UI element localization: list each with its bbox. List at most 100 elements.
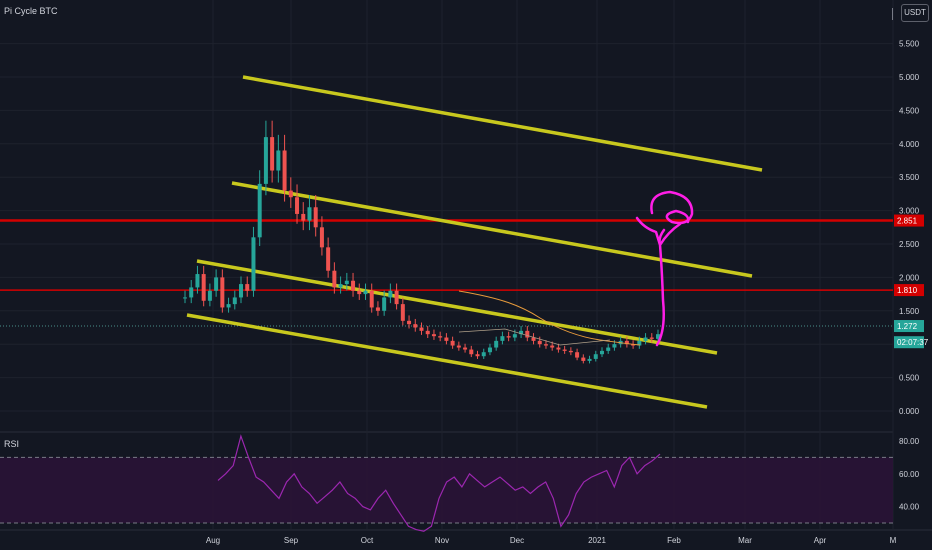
candle-body bbox=[239, 284, 244, 298]
candle-body bbox=[282, 150, 287, 191]
candle-body bbox=[295, 197, 300, 214]
price-tick-label: 5.500 bbox=[899, 40, 920, 49]
grid-lines bbox=[0, 0, 932, 531]
price-label-box bbox=[894, 320, 924, 333]
candle-body bbox=[189, 287, 194, 298]
candle-body bbox=[276, 150, 281, 171]
price-label-box bbox=[894, 336, 924, 349]
candle-body bbox=[525, 330, 530, 338]
candle-body bbox=[469, 349, 474, 355]
channel-top-line[interactable] bbox=[242, 75, 763, 172]
candle-body bbox=[400, 304, 405, 321]
candle-body bbox=[251, 237, 256, 291]
candle-body bbox=[463, 347, 468, 350]
candle-body bbox=[207, 290, 212, 301]
candle-body bbox=[444, 337, 449, 341]
price-axis[interactable]: 0.0000.5001.0001.5002.0002.5003.0003.500… bbox=[894, 40, 929, 416]
time-tick-label: Aug bbox=[206, 536, 220, 545]
candle-body bbox=[656, 334, 660, 339]
price-tick-label: 4.500 bbox=[899, 106, 920, 115]
candle-body bbox=[593, 354, 598, 359]
candle-body bbox=[214, 277, 219, 291]
candle-body bbox=[245, 284, 250, 291]
price-tick-label: 2.000 bbox=[899, 273, 920, 282]
price-label-text: 02:07:37 bbox=[897, 338, 929, 347]
price-label-text: 1.272 bbox=[897, 322, 918, 331]
price-label-text: 1.810 bbox=[897, 286, 918, 295]
price-label-text: 2.851 bbox=[897, 217, 918, 226]
price-tick-label: 3.000 bbox=[899, 207, 920, 216]
candle-body bbox=[226, 304, 231, 308]
candle-body bbox=[481, 352, 486, 357]
price-tick-label: 0.000 bbox=[899, 407, 920, 416]
time-axis[interactable]: Aug Sep Oct Nov Dec 2021 Feb Mar Apr M bbox=[206, 536, 897, 545]
candle-body bbox=[519, 330, 524, 335]
candle-body bbox=[220, 277, 225, 308]
candle-body bbox=[438, 336, 443, 338]
candle-body bbox=[257, 183, 262, 238]
candle-body bbox=[587, 358, 592, 361]
time-tick-label: 2021 bbox=[588, 536, 606, 545]
candle-body bbox=[363, 290, 368, 295]
candle-body bbox=[624, 340, 629, 345]
candle-body bbox=[326, 247, 331, 271]
price-label-box bbox=[894, 214, 924, 227]
rsi-band bbox=[0, 457, 893, 523]
candle-body bbox=[531, 337, 536, 341]
candle-body bbox=[419, 327, 424, 331]
channel-upper-line[interactable] bbox=[231, 181, 753, 278]
candle-body bbox=[382, 297, 387, 311]
candle-body bbox=[351, 280, 356, 291]
candle-body bbox=[543, 344, 548, 346]
price-tick-label: 4.000 bbox=[899, 140, 920, 149]
channel-middle-line[interactable] bbox=[196, 259, 718, 355]
time-tick-label: Apr bbox=[814, 536, 827, 545]
time-tick-label: Mar bbox=[738, 536, 752, 545]
scale-settings-icon[interactable] bbox=[892, 8, 898, 20]
candle-body bbox=[631, 344, 636, 346]
candle-body bbox=[338, 284, 343, 288]
candle-body bbox=[537, 340, 542, 345]
rsi-title: RSI bbox=[4, 439, 20, 449]
candle-body bbox=[394, 290, 399, 305]
trend-channel-lines[interactable] bbox=[186, 75, 763, 409]
currency-selector[interactable]: USDT bbox=[901, 4, 929, 22]
pink-arrow-annotation[interactable] bbox=[635, 190, 694, 347]
candle-body bbox=[413, 324, 418, 328]
candle-body bbox=[500, 336, 505, 341]
horizontal-price-lines[interactable] bbox=[0, 219, 893, 327]
annotation-arrow-path[interactable] bbox=[635, 216, 682, 347]
candle-body bbox=[450, 340, 455, 346]
chart-title: Pi Cycle BTC bbox=[4, 6, 58, 16]
price-tick-label: 2.500 bbox=[899, 240, 920, 249]
candle-body bbox=[332, 270, 337, 288]
candle-body bbox=[487, 347, 492, 353]
rsi-line bbox=[217, 434, 661, 532]
time-tick-label: M bbox=[890, 536, 897, 545]
moving-average-line bbox=[458, 290, 641, 346]
candle-body bbox=[313, 207, 318, 228]
candle-body bbox=[357, 290, 362, 295]
price-tick-label: 0.500 bbox=[899, 374, 920, 383]
candle-body bbox=[369, 290, 374, 308]
price-tick-label: 3.500 bbox=[899, 173, 920, 182]
candle-body bbox=[568, 350, 573, 353]
annotation-loop-path[interactable] bbox=[650, 190, 694, 225]
candle-body bbox=[637, 340, 642, 346]
time-tick-label: Nov bbox=[435, 536, 449, 545]
time-tick-label: Sep bbox=[284, 536, 299, 545]
candle-body bbox=[599, 350, 604, 355]
rsi-panel: 40.00 60.00 80.00 bbox=[0, 434, 920, 532]
candle-body bbox=[344, 280, 349, 285]
candle-body bbox=[183, 297, 187, 299]
ma-secondary-curve bbox=[458, 328, 611, 346]
price-tick-label: 1.500 bbox=[899, 307, 920, 316]
candle-body bbox=[556, 347, 561, 350]
time-tick-label: Dec bbox=[510, 536, 524, 545]
time-tick-label: Feb bbox=[667, 536, 681, 545]
candle-body bbox=[319, 227, 324, 248]
rsi-tick-label: 40.00 bbox=[899, 503, 920, 512]
channel-bottom-line[interactable] bbox=[186, 313, 708, 409]
candle-body bbox=[195, 274, 200, 288]
